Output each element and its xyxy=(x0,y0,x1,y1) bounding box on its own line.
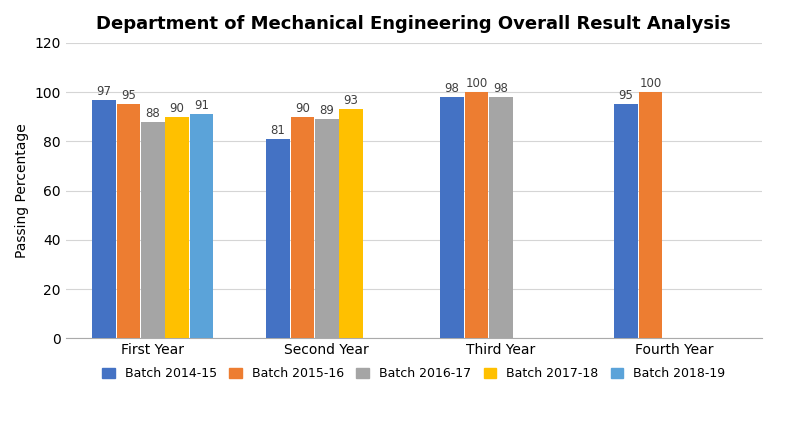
Bar xyxy=(489,97,512,338)
Bar xyxy=(614,104,637,338)
Text: 93: 93 xyxy=(344,94,359,107)
Text: 98: 98 xyxy=(493,82,508,95)
Bar xyxy=(190,114,214,338)
Text: 88: 88 xyxy=(146,107,160,120)
Text: 97: 97 xyxy=(97,84,112,97)
Bar xyxy=(340,110,363,338)
Legend: Batch 2014-15, Batch 2015-16, Batch 2016-17, Batch 2017-18, Batch 2018-19: Batch 2014-15, Batch 2015-16, Batch 2016… xyxy=(97,362,730,385)
Text: 81: 81 xyxy=(270,124,285,137)
Bar xyxy=(291,117,314,338)
Text: 91: 91 xyxy=(194,99,209,112)
Bar xyxy=(638,92,662,338)
Bar xyxy=(440,97,464,338)
Bar xyxy=(465,92,489,338)
Text: 89: 89 xyxy=(319,104,334,117)
Bar xyxy=(315,119,339,338)
Bar xyxy=(141,122,165,338)
Text: 98: 98 xyxy=(444,82,459,95)
Text: 90: 90 xyxy=(169,102,184,115)
Bar xyxy=(92,100,116,338)
Bar xyxy=(117,104,140,338)
Title: Department of Mechanical Engineering Overall Result Analysis: Department of Mechanical Engineering Ove… xyxy=(96,15,731,33)
Bar xyxy=(266,139,290,338)
Y-axis label: Passing Percentage: Passing Percentage xyxy=(15,123,29,258)
Text: 90: 90 xyxy=(295,102,310,115)
Text: 95: 95 xyxy=(121,90,136,103)
Text: 100: 100 xyxy=(639,77,661,90)
Bar xyxy=(165,117,189,338)
Text: 95: 95 xyxy=(619,90,634,103)
Text: 100: 100 xyxy=(465,77,488,90)
